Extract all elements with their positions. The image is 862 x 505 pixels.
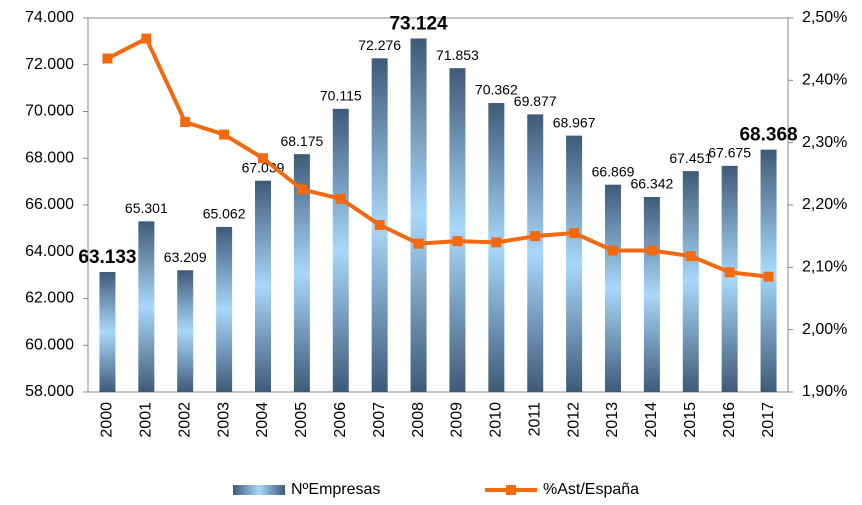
line-marker bbox=[646, 245, 657, 256]
data-label: 72.276 bbox=[358, 37, 401, 53]
line-marker bbox=[569, 228, 580, 239]
x-tick-label: 2007 bbox=[371, 402, 388, 438]
data-label: 67.039 bbox=[242, 159, 285, 175]
bar bbox=[332, 108, 349, 392]
bar bbox=[216, 226, 233, 392]
y-tick-label: 64.000 bbox=[25, 243, 74, 260]
y2-tick-label: 2,10% bbox=[802, 259, 847, 276]
x-tick-label: 2011 bbox=[526, 402, 543, 437]
line-marker bbox=[413, 238, 424, 249]
bar bbox=[99, 272, 116, 392]
x-tick-label: 2016 bbox=[721, 402, 738, 438]
data-label: 63.133 bbox=[78, 247, 136, 268]
legend-label: %Ast/España bbox=[543, 481, 639, 498]
data-label: 68.175 bbox=[280, 133, 323, 149]
y-tick-label: 58.000 bbox=[25, 383, 74, 400]
y2-tick-label: 2,40% bbox=[802, 72, 847, 89]
y2-tick-label: 1,90% bbox=[802, 383, 847, 400]
x-tick-label: 2014 bbox=[643, 402, 660, 438]
legend-label: NºEmpresas bbox=[291, 481, 380, 498]
data-label: 68.967 bbox=[553, 114, 596, 130]
x-tick-label: 2003 bbox=[215, 402, 232, 438]
x-tick-label: 2017 bbox=[760, 402, 777, 438]
line-marker bbox=[258, 153, 268, 164]
x-tick-label: 2015 bbox=[682, 402, 699, 438]
data-label: 73.124 bbox=[389, 13, 448, 34]
data-label: 70.115 bbox=[320, 88, 362, 104]
bar bbox=[566, 135, 583, 393]
line-marker bbox=[763, 271, 774, 282]
line-marker bbox=[219, 129, 230, 140]
x-tick-label: 2004 bbox=[254, 402, 271, 438]
bar bbox=[527, 114, 544, 392]
y2-tick-label: 2,00% bbox=[802, 321, 847, 338]
bar bbox=[760, 149, 777, 392]
bar bbox=[410, 38, 427, 392]
line-marker bbox=[608, 245, 618, 256]
bar bbox=[138, 221, 155, 392]
data-label: 71.853 bbox=[436, 47, 479, 63]
bar bbox=[682, 171, 699, 392]
y2-tick-label: 2,20% bbox=[802, 196, 847, 213]
data-label: 65.301 bbox=[125, 200, 168, 216]
line-marker bbox=[374, 219, 385, 230]
line-marker bbox=[335, 193, 346, 204]
line-marker bbox=[491, 237, 502, 248]
x-tick-label: 2005 bbox=[293, 402, 310, 438]
legend-swatch bbox=[233, 485, 285, 495]
y-tick-label: 74.000 bbox=[25, 9, 74, 26]
data-label: 67.675 bbox=[708, 145, 751, 161]
x-tick-label: 2012 bbox=[565, 402, 582, 438]
line-marker bbox=[452, 236, 463, 247]
line bbox=[106, 36, 769, 279]
y-tick-label: 72.000 bbox=[25, 56, 74, 73]
x-tick-label: 2010 bbox=[488, 402, 505, 438]
data-label: 70.362 bbox=[475, 82, 518, 98]
y-tick-label: 68.000 bbox=[25, 149, 74, 166]
x-tick-label: 2006 bbox=[332, 402, 349, 438]
bar bbox=[721, 165, 738, 392]
bar bbox=[643, 197, 660, 392]
data-label: 68.368 bbox=[739, 125, 797, 146]
data-label: 63.209 bbox=[164, 249, 207, 265]
bar bbox=[255, 180, 271, 392]
data-label: 69.877 bbox=[514, 93, 557, 109]
data-label: 66.342 bbox=[630, 176, 673, 192]
line-marker bbox=[530, 231, 541, 242]
y2-tick-label: 2,30% bbox=[802, 134, 847, 151]
bar bbox=[605, 184, 621, 392]
x-tick-label: 2013 bbox=[604, 402, 621, 438]
x-tick-label: 2002 bbox=[176, 402, 193, 438]
line-marker bbox=[180, 117, 191, 128]
line-marker bbox=[724, 267, 735, 278]
bar bbox=[449, 68, 466, 392]
data-label: 67.451 bbox=[669, 150, 712, 166]
bar bbox=[293, 154, 310, 392]
y-tick-label: 62.000 bbox=[25, 290, 74, 307]
line-marker bbox=[296, 184, 307, 195]
data-label: 66.869 bbox=[592, 163, 635, 179]
line-marker bbox=[141, 33, 152, 44]
x-tick-label: 2008 bbox=[410, 402, 427, 438]
x-tick-label: 2000 bbox=[99, 402, 116, 438]
data-label: 65.062 bbox=[203, 206, 246, 222]
y-tick-label: 60.000 bbox=[25, 336, 74, 353]
x-tick-label: 2009 bbox=[449, 402, 466, 438]
bar bbox=[177, 270, 194, 392]
y-tick-label: 70.000 bbox=[25, 103, 74, 120]
line-marker bbox=[685, 251, 696, 262]
y2-tick-label: 2,50% bbox=[802, 9, 847, 26]
line-marker bbox=[102, 53, 113, 64]
y-tick-label: 66.000 bbox=[25, 196, 74, 213]
legend-marker bbox=[506, 485, 516, 495]
x-tick-label: 2001 bbox=[138, 402, 155, 438]
bar bbox=[488, 103, 505, 392]
